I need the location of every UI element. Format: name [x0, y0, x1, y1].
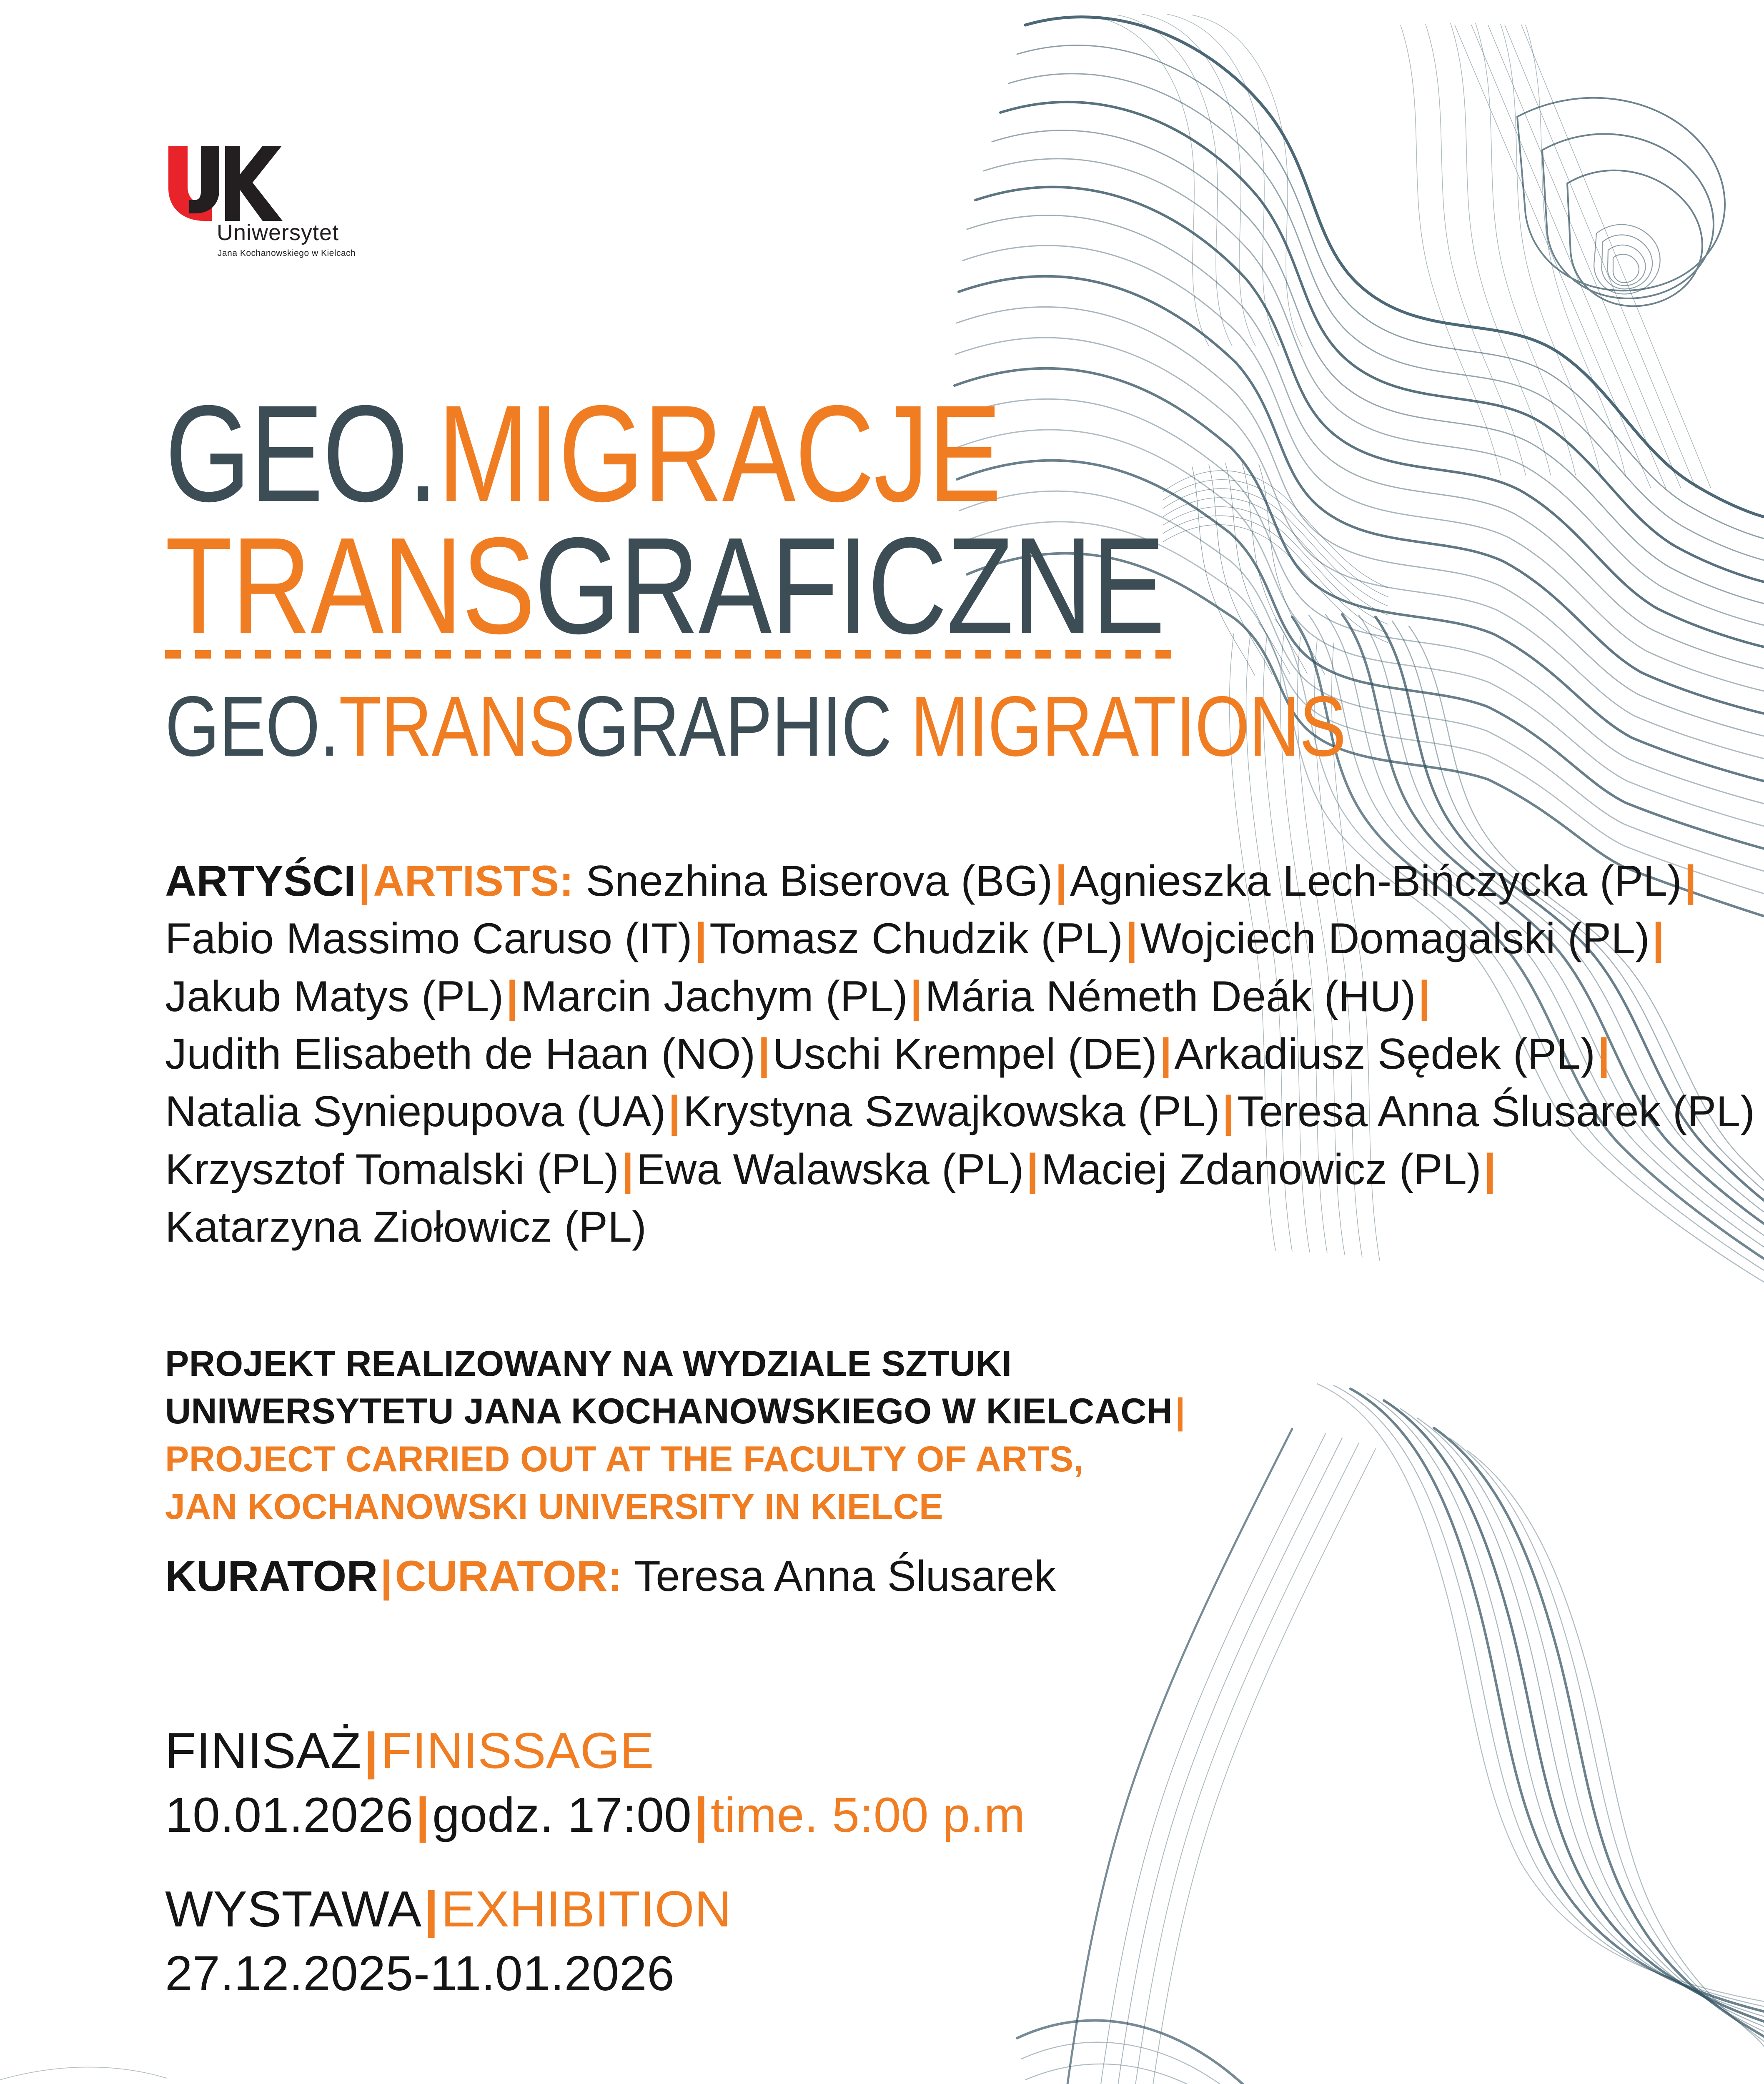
headline-line-1: GEO.MIGRACJE	[165, 385, 1165, 522]
artist-name-17: Katarzyna Ziołowicz (PL)	[165, 1202, 646, 1251]
artist-name-12: Krystyna Szwajkowska (PL)	[683, 1087, 1220, 1136]
artists-sep-14: |	[621, 1145, 634, 1194]
finissage-time-en: time. 5:00 p.m	[710, 1788, 1025, 1843]
artist-name-3: Tomasz Chudzik (PL)	[709, 914, 1123, 963]
finissage-sep-1: |	[364, 1722, 378, 1779]
logo-red-u	[168, 146, 212, 221]
artists-sep-3: |	[694, 914, 707, 963]
project-pl-line-2-text: UNIWERSYTETU JANA KOCHANOWSKIEGO W KIELC…	[165, 1391, 1173, 1432]
project-en-line-2: JAN KOCHANOWSKI UNIVERSITY IN KIELCE	[165, 1487, 943, 1527]
finissage-label-en: FINISSAGE	[381, 1722, 654, 1779]
curator-name: Teresa Anna Ślusarek	[634, 1552, 1056, 1601]
curator-credit: KURATOR|CURATOR: Teresa Anna Ślusarek	[165, 1550, 1056, 1603]
finissage-block: FINISAŻ|FINISSAGE 10.01.2026|godz. 17:00…	[165, 1721, 1025, 1851]
headline-geo-pl: GEO.	[165, 376, 438, 530]
exhibition-sep-1: |	[424, 1881, 439, 1937]
artists-sep-13: |	[1222, 1087, 1235, 1136]
artists-sep-5: |	[1652, 914, 1665, 963]
artists-line-6: Krzysztof Tomalski (PL)|Ewa Walawska (PL…	[165, 1141, 1582, 1198]
artists-line-2: Fabio Massimo Caruso (IT)|Tomasz Chudzik…	[165, 910, 1664, 967]
artists-line-5: Natalia Syniepupova (UA)|Krystyna Szwajk…	[165, 1083, 1755, 1140]
finissage-details: 10.01.2026|godz. 17:00|time. 5:00 p.m	[165, 1780, 1025, 1851]
artist-name-8: Judith Elisabeth de Haan (NO)	[165, 1029, 756, 1078]
project-pl-line-1: PROJEKT REALIZOWANY NA WYDZIALE SZTUKI	[165, 1344, 1012, 1384]
poster-headline: GEO.MIGRACJE TRANSGRAFICZNE	[165, 385, 1414, 654]
headline-migracje: MIGRACJE	[437, 376, 1002, 530]
artists-line-1: ARTYŚCI|ARTISTS: Snezhina Biserova (BG)|…	[165, 852, 1696, 910]
finissage-label-pl: FINISAŻ	[165, 1722, 362, 1779]
artists-sep-1: |	[1055, 857, 1067, 905]
curator-label-pl: KURATOR	[165, 1552, 378, 1601]
artist-name-0: Snezhina Biserova (BG)	[586, 857, 1053, 905]
artist-name-15: Ewa Walawska (PL)	[636, 1145, 1024, 1194]
artist-name-4: Wojciech Domagalski (PL)	[1140, 914, 1650, 963]
artist-name-9: Uschi Krempel (DE)	[772, 1029, 1158, 1078]
logo-subtitle: Jana Kochanowskiego w Kielcach	[218, 248, 356, 258]
artists-sep-11: |	[1598, 1029, 1610, 1078]
artists-sep-10: |	[1160, 1029, 1172, 1078]
artists-sep-9: |	[758, 1029, 770, 1078]
artists-sep-2: |	[1684, 857, 1697, 905]
logo-wordmark: Uniwersytet	[217, 220, 339, 245]
artist-name-6: Marcin Jachym (PL)	[521, 972, 908, 1021]
artist-name-2: Fabio Massimo Caruso (IT)	[165, 914, 692, 963]
artists-sep-8: |	[1418, 972, 1431, 1021]
curator-separator: |	[380, 1552, 393, 1601]
artists-sep-4: |	[1125, 914, 1138, 963]
headline-trans-pl: TRANS	[165, 508, 535, 662]
finissage-heading: FINISAŻ|FINISSAGE	[165, 1721, 1025, 1780]
logo-black-k	[225, 146, 283, 221]
headline-graficzne: GRAFICZNE	[534, 508, 1165, 662]
artists-sep-6: |	[506, 972, 519, 1021]
finissage-sep-3: |	[694, 1788, 708, 1843]
finissage-date: 10.01.2026	[165, 1788, 413, 1843]
artist-name-14: Krzysztof Tomalski (PL)	[165, 1145, 619, 1194]
exhibition-label-en: EXHIBITION	[441, 1881, 732, 1937]
headline-line-2: TRANSGRAFICZNE	[165, 516, 1165, 654]
artist-name-7: Mária Németh Deák (HU)	[925, 972, 1416, 1021]
logo-black-j	[189, 146, 219, 213]
artists-sep-7: |	[910, 972, 923, 1021]
exhibition-dates: 27.12.2025-11.01.2026	[165, 1946, 675, 2001]
artists-label-en: ARTISTS:	[373, 857, 574, 905]
exhibition-label-pl: WYSTAWA	[165, 1881, 422, 1937]
artist-name-10: Arkadiusz Sędek (PL)	[1174, 1029, 1596, 1078]
subheadline-geo-en: GEO.	[165, 679, 339, 774]
curator-label-en: CURATOR:	[395, 1552, 622, 1601]
poster-subheadline: GEO.TRANSGRAPHIC MIGRATIONS	[165, 684, 1346, 769]
exhibition-heading: WYSTAWA|EXHIBITION	[165, 1880, 732, 1938]
artists-list: ARTYŚCI|ARTISTS: Snezhina Biserova (BG)|…	[165, 852, 1755, 1256]
artist-name-13: Teresa Anna Ślusarek (PL)	[1237, 1087, 1755, 1136]
artists-line-7: Katarzyna Ziołowicz (PL)	[165, 1198, 1582, 1256]
artists-label-pl: ARTYŚCI	[165, 857, 356, 905]
artist-name-16: Maciej Zdanowicz (PL)	[1041, 1145, 1481, 1194]
finissage-time-pl: godz. 17:00	[432, 1788, 692, 1843]
artists-sep-0: |	[358, 857, 371, 905]
artist-name-1: Agnieszka Lech-Bińczycka (PL)	[1070, 857, 1682, 905]
project-credit: PROJEKT REALIZOWANY NA WYDZIALE SZTUKI U…	[165, 1340, 1188, 1531]
artists-sep-16: |	[1483, 1145, 1496, 1194]
subheadline-migrations: MIGRATIONS	[910, 679, 1346, 774]
dashed-divider	[165, 650, 1174, 659]
project-pl-line-2: UNIWERSYTETU JANA KOCHANOWSKIEGO W KIELC…	[165, 1388, 1188, 1435]
project-separator: |	[1175, 1391, 1185, 1432]
subheadline-graphic: GRAPHIC	[574, 679, 911, 774]
artists-sep-15: |	[1026, 1145, 1039, 1194]
project-en-line-1: PROJECT CARRIED OUT AT THE FACULTY OF AR…	[165, 1439, 1084, 1479]
artists-sep-12: |	[668, 1087, 681, 1136]
ujk-university-logo: Uniwersytet Jana Kochanowskiego w Kielca…	[168, 146, 356, 258]
artists-line-3: Jakub Matys (PL)|Marcin Jachym (PL)|Mári…	[165, 968, 1582, 1025]
finissage-sep-2: |	[416, 1788, 430, 1843]
exhibition-block: WYSTAWA|EXHIBITION 27.12.2025-11.01.2026	[165, 1880, 732, 2009]
artist-name-11: Natalia Syniepupova (UA)	[165, 1087, 666, 1136]
artists-line-4: Judith Elisabeth de Haan (NO)|Uschi Krem…	[165, 1025, 1610, 1083]
artist-name-5: Jakub Matys (PL)	[165, 972, 504, 1021]
subheadline-trans-en: TRANS	[339, 679, 575, 774]
